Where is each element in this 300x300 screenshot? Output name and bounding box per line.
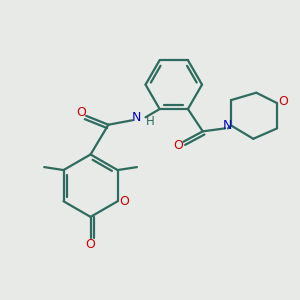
Text: N: N <box>132 111 141 124</box>
Text: O: O <box>76 106 86 119</box>
Text: H: H <box>146 115 155 128</box>
Text: N: N <box>223 119 232 132</box>
Text: O: O <box>279 95 289 108</box>
Text: O: O <box>173 139 183 152</box>
Text: O: O <box>85 238 95 251</box>
Text: O: O <box>119 195 129 208</box>
